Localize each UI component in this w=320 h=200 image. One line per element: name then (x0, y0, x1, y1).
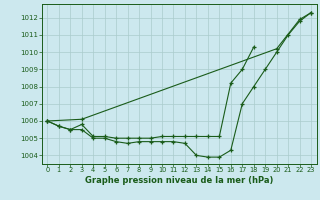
X-axis label: Graphe pression niveau de la mer (hPa): Graphe pression niveau de la mer (hPa) (85, 176, 273, 185)
